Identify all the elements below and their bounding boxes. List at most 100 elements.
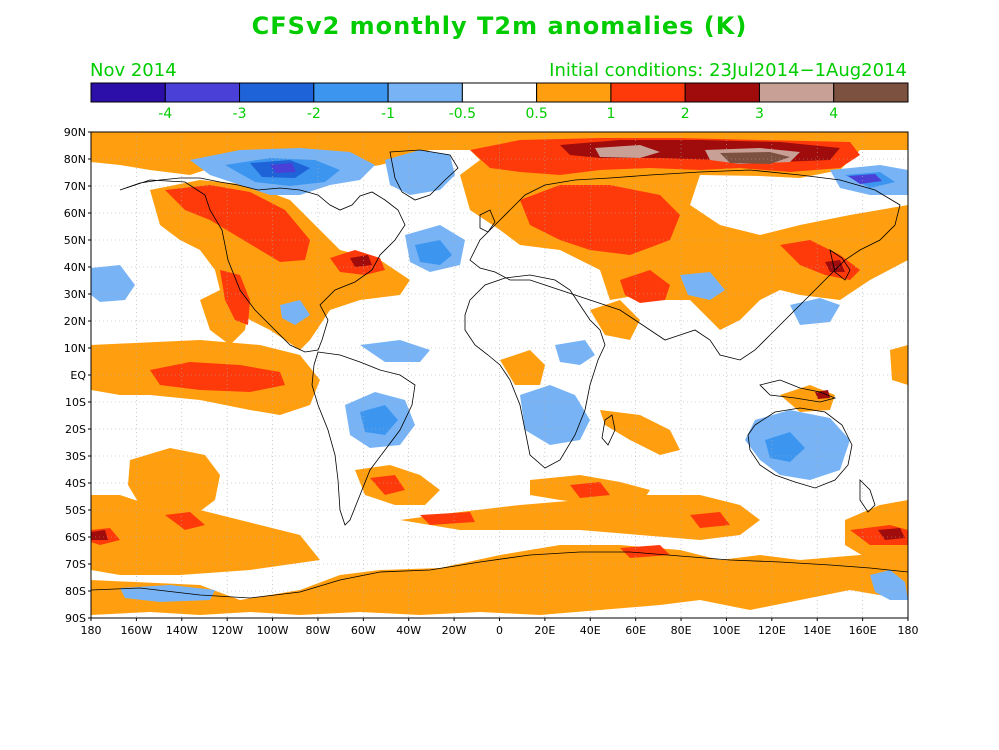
latitude-label: 70N <box>64 180 86 193</box>
colorbar-bin <box>164 82 241 103</box>
latitude-label: 40N <box>64 261 86 274</box>
east-pacific-tropic <box>150 362 285 392</box>
latitude-label: 20S <box>65 423 86 436</box>
colorbar-bin <box>758 82 835 103</box>
southern-ocean-red-4 <box>690 512 730 528</box>
colorbar-bin <box>239 82 315 103</box>
central-asia-red <box>620 270 670 303</box>
positive-anomaly-very-high-regions <box>595 145 800 164</box>
australia-mid <box>765 432 805 462</box>
greenland-coast <box>389 149 459 201</box>
colorbar-tick-label: -4 <box>158 106 172 122</box>
us-northeast-dark <box>350 255 372 267</box>
southern-ocean-red-2 <box>165 512 205 530</box>
tropical-east-pacific <box>890 345 908 385</box>
longitude-label: 40W <box>396 624 421 637</box>
africa-coast <box>464 274 606 469</box>
colorbar-tick-label: 2 <box>681 106 690 122</box>
longitude-label: 100E <box>712 624 740 637</box>
colorbar-tick-label: 4 <box>829 106 838 122</box>
australia-coast <box>747 407 853 489</box>
colorbar-tick-label: 1 <box>606 106 615 122</box>
colorbar-bin <box>684 82 760 103</box>
longitude-label: 140E <box>803 624 831 637</box>
east-asia-dark <box>825 260 845 272</box>
tibet-blue <box>680 272 725 300</box>
negative-anomaly-regions <box>91 148 908 602</box>
southern-ocean-dark-2 <box>878 528 905 540</box>
arctic-east-strong <box>848 174 882 184</box>
south-america-coast <box>311 351 416 526</box>
longitude-label: 40E <box>580 624 601 637</box>
latitude-label: 10N <box>64 342 86 355</box>
antarctic-red <box>620 545 670 558</box>
colorbar-bin <box>90 82 166 103</box>
canada-arctic-strongest <box>270 163 296 173</box>
latitude-label: 80S <box>65 585 86 598</box>
latitude-label: 60S <box>65 531 86 544</box>
latitude-label: 60N <box>64 207 86 220</box>
chart-title: CFSv2 monthly T2m anomalies (K) <box>251 12 748 40</box>
uk-coast <box>479 209 496 233</box>
southern-ocean-band-1 <box>91 495 320 575</box>
longitude-label: 120E <box>758 624 786 637</box>
longitude-label: 120W <box>211 624 243 637</box>
africa-north-blue <box>555 340 595 365</box>
longitude-label: 80E <box>671 624 692 637</box>
indian-ocean-band <box>600 410 680 455</box>
colorbar-bin <box>461 82 538 103</box>
latitude-label: 50N <box>64 234 86 247</box>
south-indian-red <box>570 482 610 498</box>
colorbar <box>90 82 909 103</box>
latitude-label: 30S <box>65 450 86 463</box>
japan-coast <box>829 249 851 281</box>
longitude-label: 180 <box>898 624 919 637</box>
colorbar-bin <box>536 82 612 103</box>
us-southwest-blue <box>280 300 310 325</box>
colorbar-bin <box>833 82 909 103</box>
initial-conditions-label: Initial conditions: 23Jul2014−1Aug2014 <box>549 60 907 81</box>
arctic-extreme <box>720 152 790 164</box>
colorbar-tick-label: -0.5 <box>449 106 476 122</box>
latitude-label: 80N <box>64 153 86 166</box>
longitude-label: 0 <box>496 624 503 637</box>
longitude-label: 160W <box>120 624 152 637</box>
longitude-label: 180 <box>81 624 102 637</box>
colorbar-bin <box>313 82 389 103</box>
south-pacific-blob <box>128 448 220 520</box>
colorbar-tick-label: 3 <box>755 106 764 122</box>
longitude-label: 60E <box>625 624 646 637</box>
indonesia-coast <box>759 379 837 403</box>
central-africa-blue <box>520 385 590 445</box>
longitude-label: 80W <box>306 624 331 637</box>
longitude-label: 140W <box>166 624 198 637</box>
latitude-label: 50S <box>65 504 86 517</box>
colorbar-bin <box>387 82 463 103</box>
scandinavia-russia <box>520 185 680 255</box>
longitude-label: 160E <box>849 624 877 637</box>
new-zealand-coast <box>859 479 876 513</box>
north-atlantic-blue <box>385 150 455 195</box>
map-grid <box>91 132 908 618</box>
latitude-label: EQ <box>70 369 86 382</box>
anomaly-field <box>91 132 908 618</box>
negative-anomaly-strong-regions <box>250 160 882 184</box>
arctic-very-high-1 <box>595 145 660 158</box>
eurasia-coast <box>469 169 901 361</box>
longitude-label: 100W <box>257 624 289 637</box>
madagascar-coast <box>601 414 616 446</box>
colorbar-tick-label: -2 <box>307 106 321 122</box>
latitude-label: 10S <box>65 396 86 409</box>
latitude-label: 70S <box>65 558 86 571</box>
southern-ocean-band-2 <box>400 495 760 540</box>
south-pacific-blue <box>870 570 908 600</box>
latitude-label: 20N <box>64 315 86 328</box>
colorbar-bin <box>610 82 686 103</box>
latitude-label: 30N <box>64 288 86 301</box>
tropical-atlantic-blue <box>360 340 430 362</box>
antarctic-blue <box>120 585 215 602</box>
colorbar-tick-label: -3 <box>233 106 247 122</box>
mid-atlantic-mid <box>415 240 452 265</box>
us-west-coast <box>220 270 250 325</box>
